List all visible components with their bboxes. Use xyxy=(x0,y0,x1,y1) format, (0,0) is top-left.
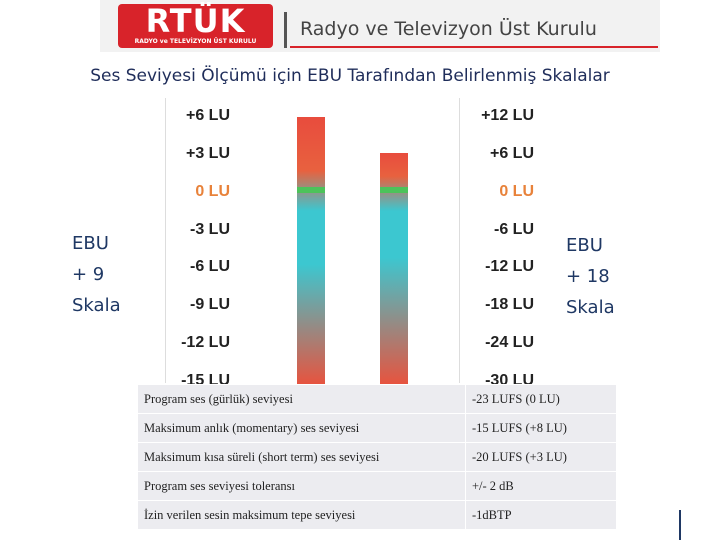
scale-label-line: EBU xyxy=(566,235,603,256)
meter-left xyxy=(297,117,325,385)
left-scale-label: EBU + 9 Skala xyxy=(72,228,121,321)
table-row: Maksimum anlık (momentary) ses seviyesi -… xyxy=(137,413,617,443)
tick-label: +6 LU xyxy=(489,144,534,162)
scale-label-line: EBU xyxy=(72,233,109,254)
tick-label: 0 LU xyxy=(195,182,230,200)
tick-label: 0 LU xyxy=(499,182,534,200)
scale-label-line: + 18 xyxy=(566,266,610,287)
meter-right-ref xyxy=(380,187,408,193)
tick-label: +6 LU xyxy=(185,107,230,124)
tick-label: -24 LU xyxy=(485,334,534,352)
slide-title: Ses Seviyesi Ölçümü için EBU Tarafından … xyxy=(90,66,610,86)
table-row: Program ses seviyesi toleransı +/- 2 dB xyxy=(137,471,617,501)
table-cell: Maksimum kısa süreli (short term) ses se… xyxy=(137,442,466,472)
scale-label-line: + 9 xyxy=(72,264,105,285)
logo-subtitle: RADYO ve TELEVİZYON ÜST KURULU xyxy=(134,38,257,45)
table-cell: Program ses seviyesi toleransı xyxy=(137,471,466,501)
table-row: İzin verilen sesin maksimum tepe seviyes… xyxy=(137,500,617,530)
tick-label: -6 LU xyxy=(494,220,534,238)
tick-label: -9 LU xyxy=(190,296,230,314)
tick-label: -12 LU xyxy=(181,334,230,352)
table-cell: -23 LUFS (0 LU) xyxy=(465,384,617,414)
table-row: Program ses (gürlük) seviyesi -23 LUFS (0… xyxy=(137,384,617,414)
logo-divider xyxy=(284,12,287,48)
table-cell: Program ses (gürlük) seviyesi xyxy=(137,384,466,414)
right-scale-label: EBU + 18 Skala xyxy=(566,230,615,323)
table-cell: -20 LUFS (+3 LU) xyxy=(465,442,617,472)
tick-label: -18 LU xyxy=(485,296,534,314)
tick-label: +12 LU xyxy=(481,107,534,124)
table-row: Maksimum kısa süreli (short term) ses se… xyxy=(137,442,617,472)
scale-label-line: Skala xyxy=(72,295,121,316)
tick-label: -3 LU xyxy=(190,220,230,238)
tick-label: -6 LU xyxy=(190,258,230,276)
logo-mark-text: RTÜK xyxy=(145,2,246,40)
corner-mark xyxy=(679,510,681,540)
organization-name: Radyo ve Televizyon Üst Kurulu xyxy=(300,18,597,40)
meter-left-ref xyxy=(297,187,325,193)
chart-frame xyxy=(165,98,460,383)
table-cell: +/- 2 dB xyxy=(465,471,617,501)
table-cell: -15 LUFS (+8 LU) xyxy=(465,413,617,443)
parameter-table: Program ses (gürlük) seviyesi -23 LUFS (0… xyxy=(137,384,617,530)
table-cell: İzin verilen sesin maksimum tepe seviyes… xyxy=(137,500,466,530)
scale-label-line: Skala xyxy=(566,297,615,318)
logo-mark: RTÜK RADYO ve TELEVİZYON ÜST KURULU xyxy=(118,4,273,48)
tick-label: +3 LU xyxy=(185,144,230,162)
logo-underline xyxy=(290,46,658,48)
table-cell: Maksimum anlık (momentary) ses seviyesi xyxy=(137,413,466,443)
tick-label: -12 LU xyxy=(485,258,534,276)
table-cell: -1dBTP xyxy=(465,500,617,530)
